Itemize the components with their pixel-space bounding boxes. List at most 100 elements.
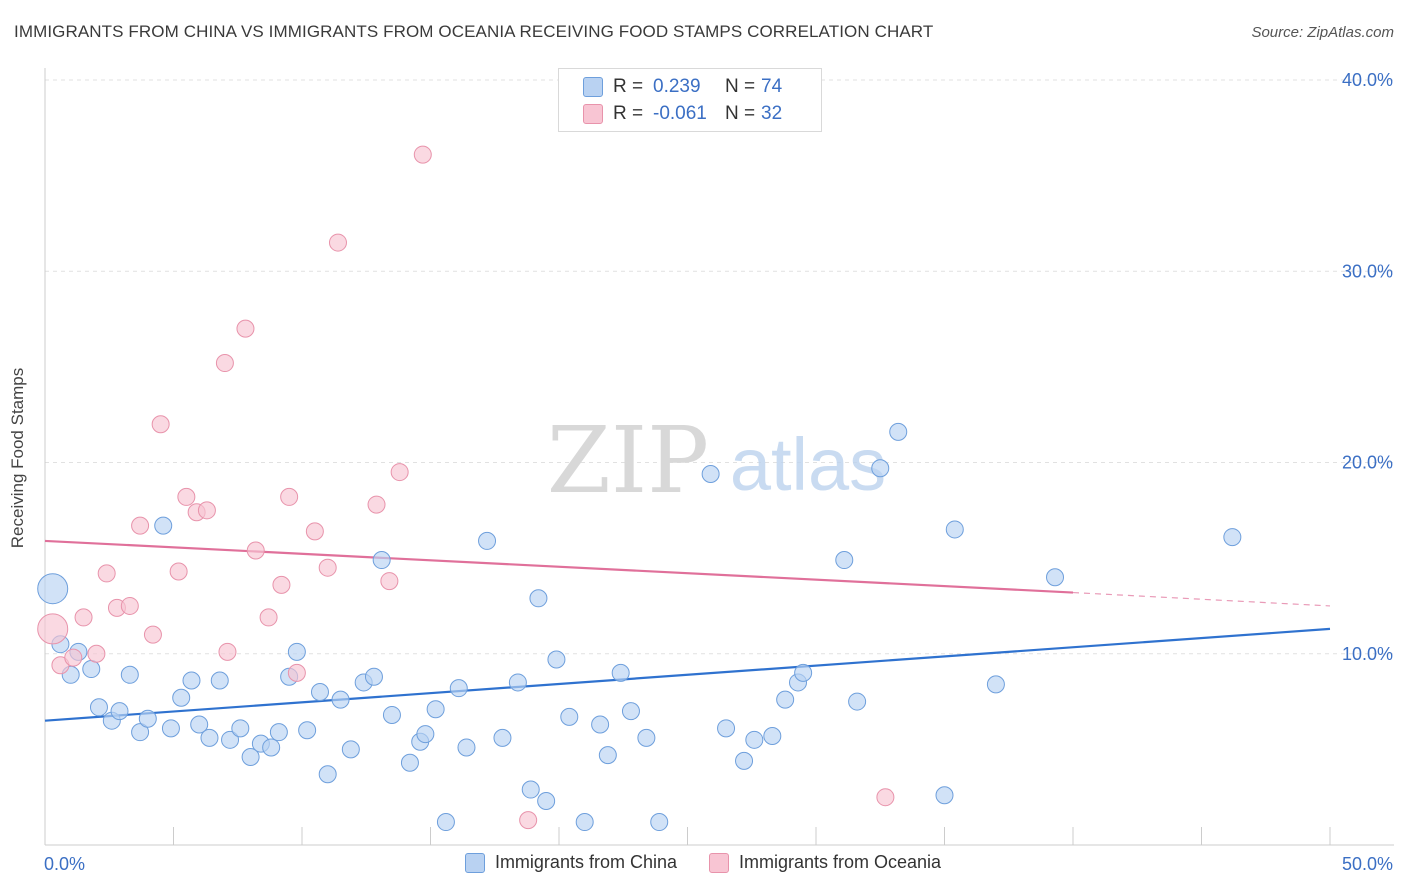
legend-r-value: -0.061 <box>653 103 707 124</box>
point-oceania <box>131 516 150 535</box>
point-oceania <box>413 145 432 164</box>
point-china <box>493 728 512 747</box>
y-tick-label: 30.0% <box>1342 261 1393 281</box>
point-oceania <box>305 522 324 541</box>
point-china <box>241 748 260 767</box>
point-china <box>560 707 579 726</box>
point-china <box>364 667 383 686</box>
point-china <box>231 719 250 738</box>
series-legend-china[interactable]: Immigrants from China <box>464 852 677 873</box>
point-oceania <box>120 596 139 615</box>
data-points <box>37 145 1242 832</box>
y-tick-label: 20.0% <box>1342 453 1393 473</box>
point-oceania <box>97 564 116 583</box>
source-label: Source: ZipAtlas.com <box>1251 24 1394 41</box>
point-oceania <box>87 644 106 663</box>
point-china <box>172 688 191 707</box>
point-china <box>529 589 548 608</box>
legend-r-value: 0.239 <box>653 76 701 97</box>
point-china <box>637 728 656 747</box>
point-china <box>110 702 129 721</box>
point-oceania <box>177 487 196 506</box>
point-oceania <box>519 811 538 830</box>
point-oceania <box>151 415 170 434</box>
point-china <box>82 660 101 679</box>
point-oceania <box>143 625 162 644</box>
point-oceania <box>367 495 386 514</box>
point-china <box>763 726 782 745</box>
point-china <box>871 459 890 478</box>
point-china <box>449 679 468 698</box>
point-china <box>735 751 754 770</box>
point-oceania <box>259 608 278 627</box>
point-china <box>200 728 219 747</box>
point-china <box>848 692 867 711</box>
point-china <box>131 723 150 742</box>
point-china <box>154 516 173 535</box>
legend-n-label: N = <box>725 103 756 124</box>
point-china <box>89 698 108 717</box>
point-china <box>190 715 209 734</box>
point-china <box>701 464 720 483</box>
point-oceania <box>218 642 237 661</box>
point-china <box>298 721 317 740</box>
point-china <box>478 531 497 550</box>
point-china <box>287 642 306 661</box>
point-oceania <box>272 575 291 594</box>
watermark-atlas: atlas <box>730 423 886 506</box>
trendline-china <box>44 627 1331 722</box>
point-china <box>331 690 350 709</box>
point-china <box>382 705 401 724</box>
point-china <box>794 663 813 682</box>
point-china <box>547 650 566 669</box>
trendline-oceania <box>44 539 1074 594</box>
point-china <box>37 573 69 605</box>
y-tick-label: 40.0% <box>1342 70 1393 90</box>
point-china <box>262 738 281 757</box>
series-label-china: Immigrants from China <box>494 852 677 872</box>
point-oceania <box>390 463 409 482</box>
point-china <box>221 730 240 749</box>
point-oceania <box>37 613 69 645</box>
legend-n-value: 32 <box>761 103 783 124</box>
point-oceania <box>287 663 306 682</box>
legend-r-label: R = <box>613 76 644 97</box>
legend-swatch-oceania <box>583 104 603 124</box>
legend-row-oceania: R = -0.061 N = 32 <box>583 102 782 126</box>
series-legend-oceania[interactable]: Immigrants from Oceania <box>709 852 941 873</box>
point-china <box>120 665 139 684</box>
legend-swatch-china <box>583 77 603 97</box>
point-china <box>889 422 908 441</box>
point-oceania <box>64 648 83 667</box>
point-china <box>650 813 669 832</box>
point-china <box>537 792 556 811</box>
y-tick-label: 10.0% <box>1342 644 1393 664</box>
point-oceania <box>197 501 216 520</box>
point-china <box>457 738 476 757</box>
point-china <box>945 520 964 539</box>
point-china <box>598 746 617 765</box>
point-oceania <box>236 319 255 338</box>
x-tick-label-max: 50.0% <box>1342 854 1393 874</box>
tick-labels: 10.0% 20.0% 30.0% 40.0% 0.0% 50.0% <box>44 70 1393 874</box>
point-china <box>426 700 445 719</box>
point-china <box>935 786 954 805</box>
point-china <box>621 702 640 721</box>
point-china <box>508 673 527 692</box>
series-swatch-oceania <box>709 852 729 873</box>
point-oceania <box>318 558 337 577</box>
point-china <box>1046 568 1065 587</box>
point-china <box>835 551 854 570</box>
point-china <box>1223 528 1242 547</box>
point-china <box>416 725 435 744</box>
legend-r-label: R = <box>613 103 644 124</box>
legend-n-value: 74 <box>761 76 783 97</box>
legend-n-label: N = <box>725 76 756 97</box>
point-oceania <box>246 541 265 560</box>
trendline-oceania-extrapolated <box>1072 591 1331 607</box>
point-china <box>986 675 1005 694</box>
point-china <box>745 730 764 749</box>
point-oceania <box>328 233 347 252</box>
point-oceania <box>74 608 93 627</box>
